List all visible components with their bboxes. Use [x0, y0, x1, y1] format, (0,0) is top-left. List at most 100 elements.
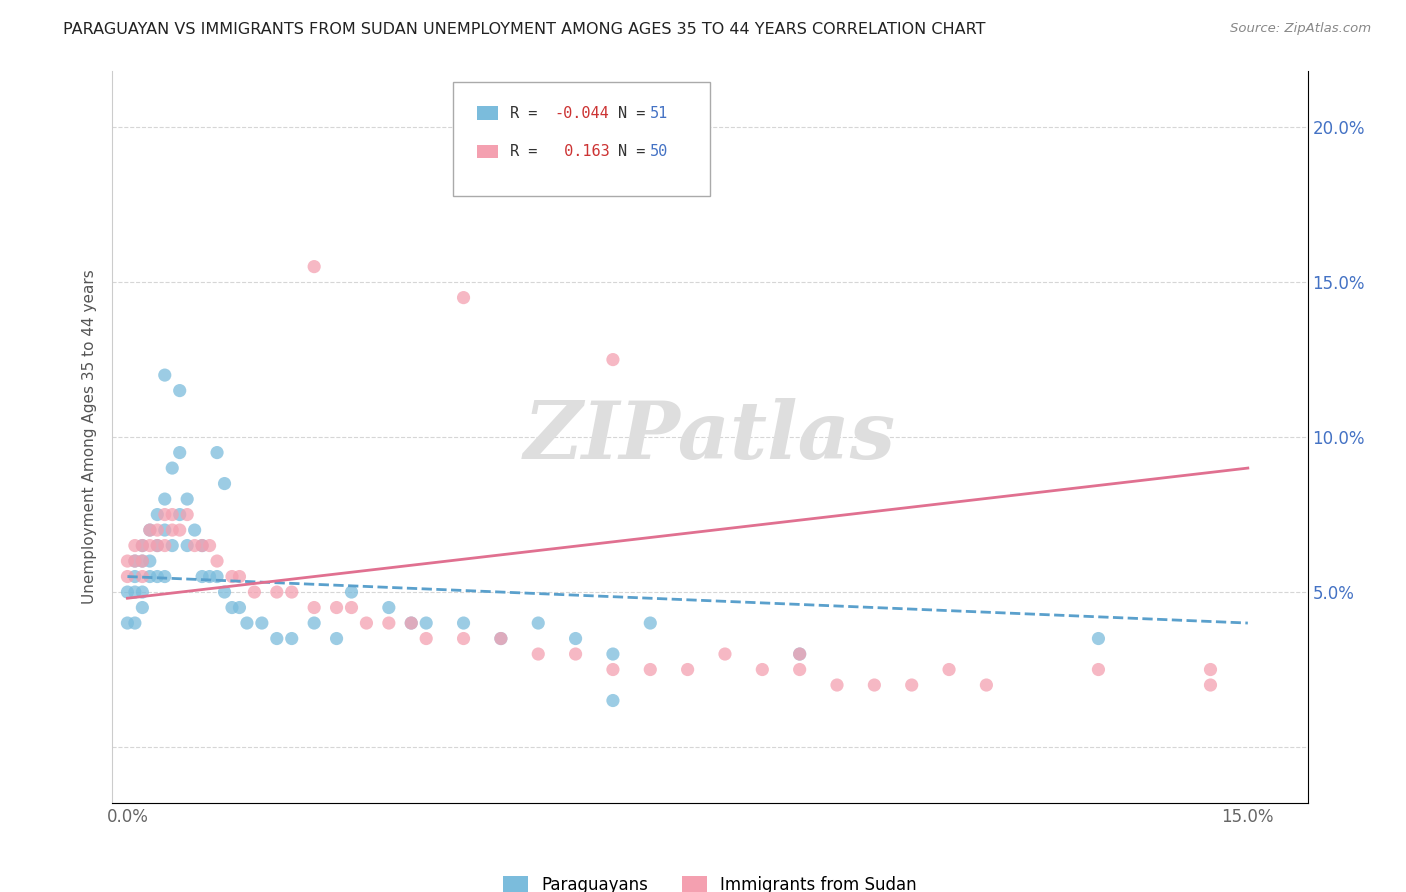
Point: [453, 291, 475, 305]
Point: [117, 554, 139, 568]
Point: [221, 569, 243, 583]
Point: [153, 523, 176, 537]
Point: [153, 508, 176, 522]
Text: ZIPatlas: ZIPatlas: [524, 399, 896, 475]
Point: [205, 569, 228, 583]
Point: [162, 461, 183, 475]
FancyBboxPatch shape: [453, 82, 710, 195]
Point: [602, 693, 624, 707]
Text: PARAGUAYAN VS IMMIGRANTS FROM SUDAN UNEMPLOYMENT AMONG AGES 35 TO 44 YEARS CORRE: PARAGUAYAN VS IMMIGRANTS FROM SUDAN UNEM…: [63, 22, 986, 37]
Point: [191, 569, 214, 583]
Point: [146, 539, 169, 553]
Point: [198, 569, 221, 583]
Point: [302, 600, 325, 615]
Point: [1199, 663, 1222, 677]
Point: [789, 663, 811, 677]
Text: 51: 51: [650, 105, 668, 120]
Point: [169, 523, 191, 537]
Point: [401, 615, 423, 630]
Point: [302, 615, 325, 630]
Point: [153, 569, 176, 583]
Point: [789, 647, 811, 661]
Point: [281, 632, 304, 646]
Point: [117, 569, 139, 583]
Point: [453, 615, 475, 630]
Point: [139, 523, 162, 537]
Point: [131, 600, 153, 615]
Point: [714, 647, 737, 661]
Point: [415, 632, 437, 646]
Point: [153, 368, 176, 383]
Point: [191, 539, 214, 553]
Text: R =: R =: [510, 105, 547, 120]
Point: [527, 647, 550, 661]
FancyBboxPatch shape: [477, 145, 499, 159]
FancyBboxPatch shape: [477, 106, 499, 120]
Point: [453, 632, 475, 646]
Point: [131, 569, 153, 583]
Point: [183, 539, 205, 553]
Point: [640, 663, 662, 677]
Point: [131, 554, 153, 568]
Point: [131, 554, 153, 568]
Point: [131, 585, 153, 599]
Point: [378, 615, 401, 630]
Point: [863, 678, 886, 692]
Point: [602, 663, 624, 677]
Point: [146, 523, 169, 537]
Point: [169, 384, 191, 398]
Point: [139, 523, 162, 537]
Point: [205, 445, 228, 459]
Text: N =: N =: [619, 145, 655, 160]
Point: [131, 539, 153, 553]
Point: [169, 445, 191, 459]
Point: [228, 600, 250, 615]
Point: [325, 600, 347, 615]
Point: [117, 615, 139, 630]
Point: [527, 615, 550, 630]
Point: [938, 663, 960, 677]
Text: N =: N =: [619, 105, 655, 120]
Point: [1087, 663, 1109, 677]
Point: [176, 539, 198, 553]
Point: [162, 508, 183, 522]
Point: [1199, 678, 1222, 692]
Point: [205, 554, 228, 568]
Text: 0.163: 0.163: [554, 145, 609, 160]
Point: [602, 647, 624, 661]
Point: [489, 632, 512, 646]
Point: [146, 508, 169, 522]
Point: [266, 585, 288, 599]
Point: [1087, 632, 1109, 646]
Point: [162, 539, 183, 553]
Point: [976, 678, 998, 692]
Point: [281, 585, 304, 599]
Point: [564, 632, 586, 646]
Point: [221, 600, 243, 615]
Point: [191, 539, 214, 553]
Point: [340, 600, 363, 615]
Point: [789, 647, 811, 661]
Point: [214, 476, 236, 491]
Point: [169, 508, 191, 522]
Point: [243, 585, 266, 599]
Y-axis label: Unemployment Among Ages 35 to 44 years: Unemployment Among Ages 35 to 44 years: [82, 269, 97, 605]
Point: [124, 585, 146, 599]
Point: [153, 539, 176, 553]
Point: [124, 615, 146, 630]
Point: [489, 632, 512, 646]
Point: [676, 663, 699, 677]
Point: [176, 491, 198, 506]
Point: [356, 615, 378, 630]
Point: [302, 260, 325, 274]
Point: [640, 615, 662, 630]
Point: [176, 508, 198, 522]
Point: [139, 569, 162, 583]
Point: [117, 585, 139, 599]
Point: [139, 554, 162, 568]
Point: [340, 585, 363, 599]
Point: [162, 523, 183, 537]
Point: [198, 539, 221, 553]
Point: [236, 615, 259, 630]
Point: [900, 678, 922, 692]
